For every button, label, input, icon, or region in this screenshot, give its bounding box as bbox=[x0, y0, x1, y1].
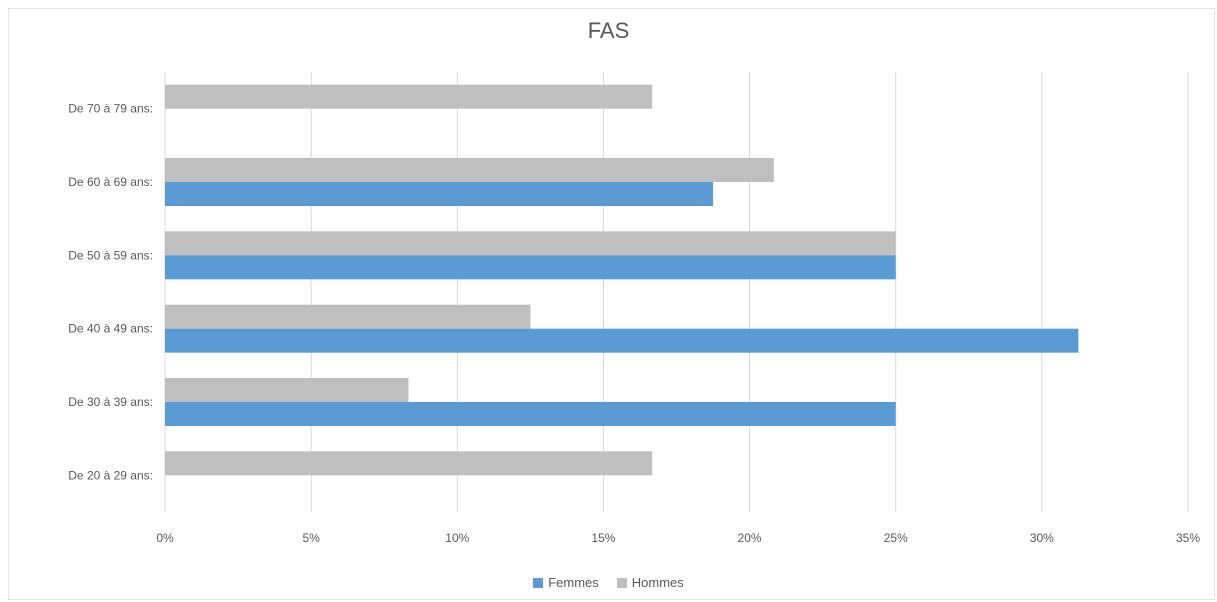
legend: Femmes Hommes bbox=[0, 575, 1217, 590]
bar-hommes bbox=[165, 304, 531, 329]
x-tick-label: 35% bbox=[1176, 531, 1200, 545]
bar-femmes bbox=[165, 328, 1079, 353]
y-tick-label: De 30 à 39 ans: bbox=[68, 395, 153, 409]
y-tick-label: De 60 à 69 ans: bbox=[68, 175, 153, 189]
bar-femmes bbox=[165, 255, 896, 280]
x-tick-label: 30% bbox=[1030, 531, 1054, 545]
legend-swatch-hommes bbox=[616, 577, 627, 588]
x-tick-label: 15% bbox=[591, 531, 615, 545]
y-tick-label: De 40 à 49 ans: bbox=[68, 322, 153, 336]
y-tick-label: De 50 à 59 ans: bbox=[68, 248, 153, 262]
legend-swatch-femmes bbox=[533, 577, 544, 588]
bar-hommes bbox=[165, 378, 409, 402]
bar-femmes bbox=[165, 402, 896, 426]
x-tick-label: 20% bbox=[738, 531, 762, 545]
bar-hommes bbox=[165, 451, 653, 476]
bar-femmes bbox=[165, 182, 714, 206]
legend-item-hommes: Hommes bbox=[616, 575, 684, 590]
legend-label-femmes: Femmes bbox=[548, 575, 599, 590]
x-tick-label: 25% bbox=[884, 531, 908, 545]
legend-label-hommes: Hommes bbox=[631, 575, 684, 590]
chart-title: FAS bbox=[587, 18, 630, 43]
x-tick-label: 5% bbox=[302, 531, 320, 545]
x-tick-label: 10% bbox=[445, 531, 469, 545]
y-tick-label: De 70 à 79 ans: bbox=[68, 102, 153, 116]
y-tick-label: De 20 à 29 ans: bbox=[68, 468, 153, 482]
bar-hommes bbox=[165, 84, 653, 109]
x-tick-label: 0% bbox=[156, 531, 174, 545]
bar-hommes bbox=[165, 231, 896, 256]
legend-item-femmes: Femmes bbox=[533, 575, 599, 590]
bar-hommes bbox=[165, 158, 774, 182]
